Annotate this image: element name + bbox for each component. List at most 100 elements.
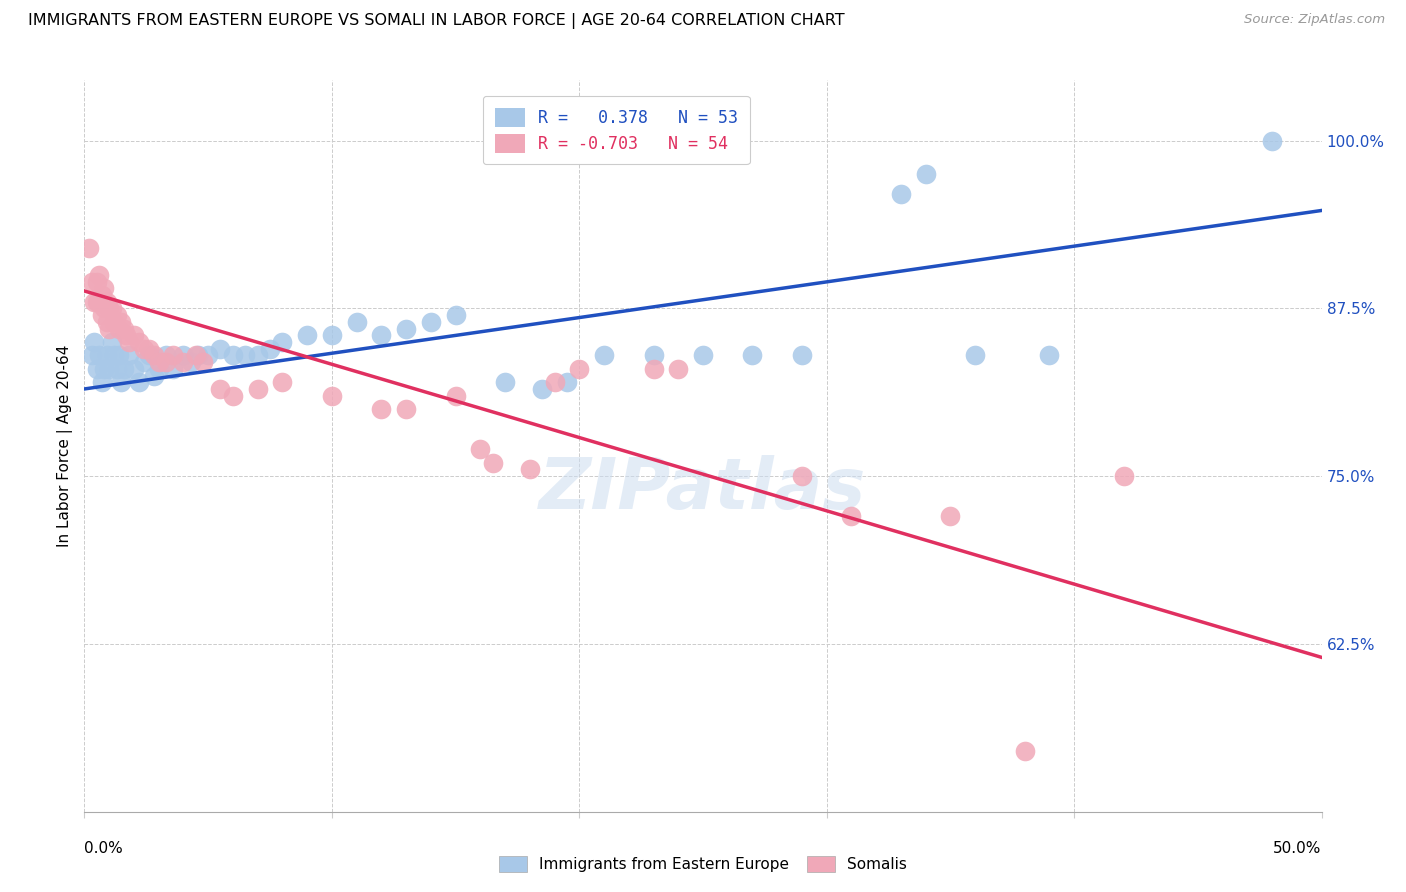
- Point: [222, 389, 245, 403]
- Point: [80, 348, 103, 362]
- Point: [98, 301, 121, 316]
- Point: [643, 348, 665, 362]
- Point: [89, 268, 111, 282]
- Point: [187, 348, 209, 362]
- Legend: R =   0.378   N = 53, R = -0.703   N = 54: R = 0.378 N = 53, R = -0.703 N = 54: [484, 96, 749, 164]
- Point: [914, 167, 936, 181]
- Point: [86, 275, 108, 289]
- Point: [80, 275, 103, 289]
- Point: [209, 382, 232, 396]
- Point: [494, 376, 516, 390]
- Point: [321, 389, 343, 403]
- Point: [112, 321, 135, 335]
- Point: [155, 355, 177, 369]
- Point: [370, 402, 392, 417]
- Point: [110, 315, 132, 329]
- Point: [259, 342, 281, 356]
- Point: [246, 348, 269, 362]
- Point: [790, 348, 813, 362]
- Point: [643, 361, 665, 376]
- Point: [103, 315, 125, 329]
- Point: [481, 456, 503, 470]
- Point: [1261, 134, 1284, 148]
- Point: [103, 348, 125, 362]
- Point: [1014, 744, 1036, 758]
- Point: [543, 376, 565, 390]
- Point: [172, 348, 194, 362]
- Point: [79, 241, 101, 255]
- Point: [841, 509, 863, 524]
- Point: [162, 361, 184, 376]
- Point: [519, 462, 541, 476]
- Point: [89, 348, 111, 362]
- Text: 50.0%: 50.0%: [1274, 841, 1322, 856]
- Point: [105, 361, 128, 376]
- Point: [180, 355, 202, 369]
- Legend: Immigrants from Eastern Europe, Somalis: Immigrants from Eastern Europe, Somalis: [492, 848, 914, 880]
- Point: [790, 469, 813, 483]
- Point: [155, 348, 177, 362]
- Point: [142, 368, 165, 383]
- Point: [118, 334, 141, 349]
- Point: [148, 355, 170, 369]
- Point: [89, 294, 111, 309]
- Point: [115, 328, 138, 343]
- Point: [370, 328, 392, 343]
- Point: [110, 376, 132, 390]
- Point: [271, 376, 294, 390]
- Point: [105, 308, 128, 322]
- Point: [122, 361, 145, 376]
- Point: [1112, 469, 1135, 483]
- Point: [295, 328, 318, 343]
- Point: [83, 334, 105, 349]
- Point: [108, 321, 131, 335]
- Point: [271, 334, 294, 349]
- Point: [555, 376, 578, 390]
- Point: [197, 348, 219, 362]
- Point: [321, 328, 343, 343]
- Point: [531, 382, 554, 396]
- Point: [419, 315, 441, 329]
- Point: [138, 348, 160, 362]
- Point: [100, 334, 122, 349]
- Point: [148, 361, 170, 376]
- Point: [108, 348, 131, 362]
- Point: [444, 308, 467, 322]
- Point: [191, 355, 214, 369]
- Point: [100, 301, 122, 316]
- Point: [741, 348, 763, 362]
- Point: [93, 281, 115, 295]
- Point: [162, 348, 184, 362]
- Point: [98, 361, 121, 376]
- Point: [346, 315, 368, 329]
- Text: IMMIGRANTS FROM EASTERN EUROPE VS SOMALI IN LABOR FORCE | AGE 20-64 CORRELATION : IMMIGRANTS FROM EASTERN EUROPE VS SOMALI…: [28, 13, 845, 29]
- Point: [112, 361, 135, 376]
- Point: [444, 389, 467, 403]
- Point: [666, 361, 689, 376]
- Point: [122, 328, 145, 343]
- Point: [132, 342, 155, 356]
- Point: [93, 301, 115, 316]
- Point: [1038, 348, 1060, 362]
- Point: [96, 315, 118, 329]
- Point: [128, 376, 150, 390]
- Point: [118, 348, 141, 362]
- Point: [965, 348, 987, 362]
- Point: [90, 288, 112, 302]
- Point: [568, 361, 591, 376]
- Text: 0.0%: 0.0%: [84, 841, 124, 856]
- Point: [395, 402, 418, 417]
- Point: [98, 321, 121, 335]
- Point: [128, 334, 150, 349]
- Point: [233, 348, 256, 362]
- Point: [132, 355, 155, 369]
- Point: [593, 348, 616, 362]
- Point: [83, 294, 105, 309]
- Y-axis label: In Labor Force | Age 20-64: In Labor Force | Age 20-64: [58, 345, 73, 547]
- Point: [209, 342, 232, 356]
- Point: [939, 509, 962, 524]
- Point: [142, 348, 165, 362]
- Point: [184, 348, 207, 362]
- Point: [138, 342, 160, 356]
- Point: [470, 442, 492, 457]
